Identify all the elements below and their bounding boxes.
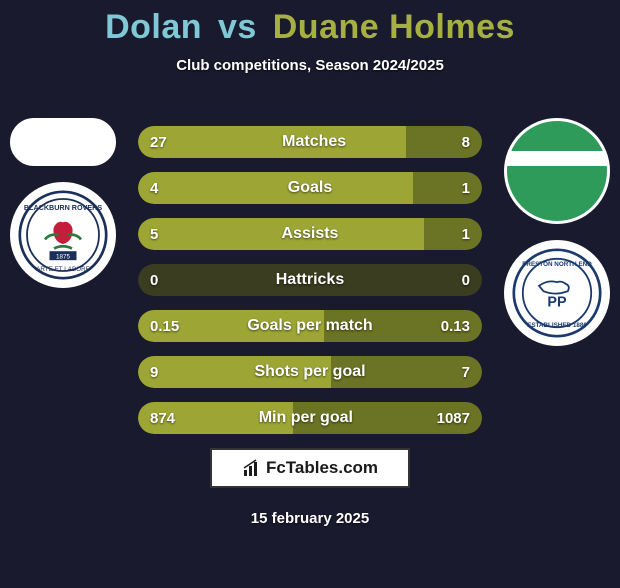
- preston-badge-icon: PRESTON NORTH END PP ESTABLISHED 1880: [512, 248, 602, 338]
- stat-label: Hattricks: [158, 271, 461, 289]
- stat-value-right: 8: [462, 134, 470, 151]
- stat-label: Goals per match: [179, 317, 441, 335]
- player1-club-badge: BLACKBURN ROVERS 1875 ARTE ET LABORE: [10, 182, 116, 288]
- logo-text: FcTables.com: [266, 458, 378, 478]
- player1-avatars: BLACKBURN ROVERS 1875 ARTE ET LABORE: [8, 118, 118, 288]
- stat-label: Shots per goal: [158, 363, 461, 381]
- stat-rows: 27Matches84Goals15Assists10Hattricks00.1…: [138, 126, 482, 434]
- chart-icon: [242, 458, 262, 478]
- stat-value-right: 7: [462, 364, 470, 381]
- stat-label: Min per goal: [175, 409, 437, 427]
- vs-text: vs: [218, 8, 257, 46]
- player2-avatars: PRESTON NORTH END PP ESTABLISHED 1880: [502, 118, 612, 346]
- stat-value-left: 5: [150, 226, 158, 243]
- stat-value-right: 1: [462, 226, 470, 243]
- stat-row: 0.15Goals per match0.13: [138, 310, 482, 342]
- subtitle: Club competitions, Season 2024/2025: [0, 57, 620, 74]
- stat-value-left: 9: [150, 364, 158, 381]
- player2-club-badge: PRESTON NORTH END PP ESTABLISHED 1880: [504, 240, 610, 346]
- stat-value-right: 1: [462, 180, 470, 197]
- stat-label: Matches: [167, 133, 462, 151]
- stat-value-left: 0.15: [150, 318, 179, 335]
- svg-text:BLACKBURN ROVERS: BLACKBURN ROVERS: [24, 203, 102, 212]
- player1-name: Dolan: [105, 8, 202, 46]
- stat-value-right: 0: [462, 272, 470, 289]
- fctables-logo: FcTables.com: [210, 448, 410, 488]
- svg-text:ARTE ET LABORE: ARTE ET LABORE: [36, 266, 90, 273]
- player1-photo: [10, 118, 116, 166]
- player2-photo: [504, 118, 610, 224]
- player2-name: Duane Holmes: [273, 8, 515, 46]
- stat-value-left: 27: [150, 134, 167, 151]
- stat-value-left: 874: [150, 410, 175, 427]
- stat-row: 4Goals1: [138, 172, 482, 204]
- stat-row: 5Assists1: [138, 218, 482, 250]
- stat-value-left: 4: [150, 180, 158, 197]
- svg-text:PRESTON NORTH END: PRESTON NORTH END: [522, 261, 592, 268]
- stat-value-right: 1087: [437, 410, 470, 427]
- svg-text:1875: 1875: [56, 253, 71, 260]
- rovers-badge-icon: BLACKBURN ROVERS 1875 ARTE ET LABORE: [18, 190, 108, 280]
- stat-value-left: 0: [150, 272, 158, 289]
- comparison-title: Dolan vs Duane Holmes: [0, 8, 620, 47]
- svg-text:ESTABLISHED 1880: ESTABLISHED 1880: [527, 322, 587, 329]
- stat-row: 9Shots per goal7: [138, 356, 482, 388]
- stat-label: Goals: [158, 179, 461, 197]
- stat-row: 27Matches8: [138, 126, 482, 158]
- stat-row: 874Min per goal1087: [138, 402, 482, 434]
- svg-text:PP: PP: [547, 295, 567, 311]
- stat-value-right: 0.13: [441, 318, 470, 335]
- stat-row: 0Hattricks0: [138, 264, 482, 296]
- date-text: 15 february 2025: [0, 510, 620, 527]
- stat-label: Assists: [158, 225, 461, 243]
